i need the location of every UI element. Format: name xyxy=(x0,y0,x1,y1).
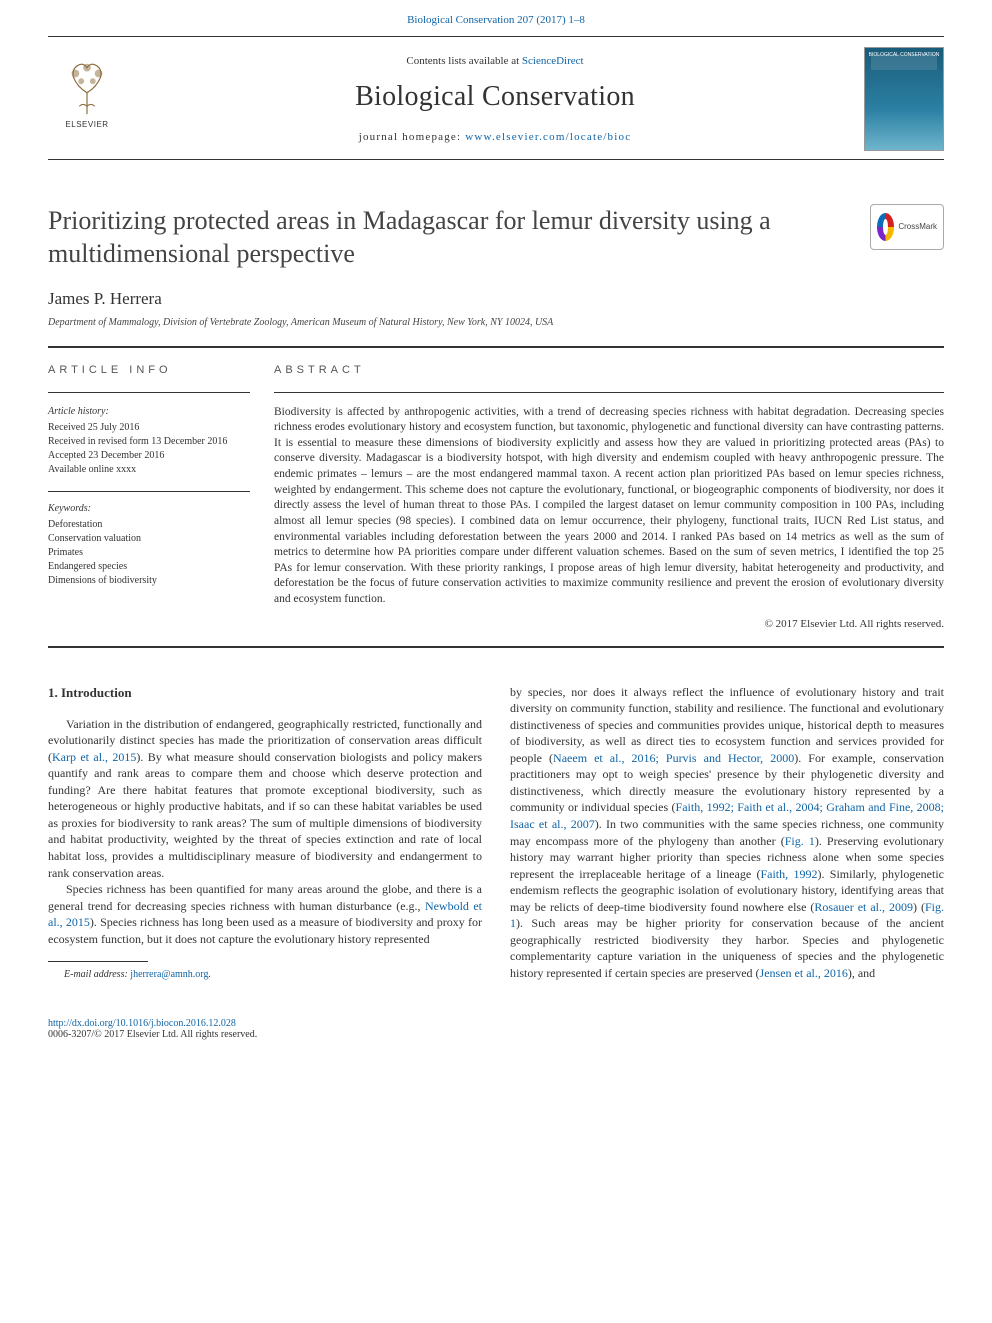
footnote-rule xyxy=(48,961,148,962)
intro-para-3: by species, nor does it always reflect t… xyxy=(510,684,944,982)
history-accepted: Accepted 23 December 2016 xyxy=(48,449,250,463)
abstract-label: abstract xyxy=(274,364,944,376)
history-revised: Received in revised form 13 December 201… xyxy=(48,435,250,449)
history-heading: Article history: xyxy=(48,405,250,419)
header-citation: Biological Conservation 207 (2017) 1–8 xyxy=(0,0,992,36)
intro-para-2: Species richness has been quantified for… xyxy=(48,881,482,947)
intro-heading: 1. Introduction xyxy=(48,684,482,702)
history-online: Available online xxxx xyxy=(48,463,250,477)
keyword: Endangered species xyxy=(48,560,250,574)
citation-link[interactable]: Biological Conservation 207 (2017) 1–8 xyxy=(407,14,585,26)
elsevier-tree-icon xyxy=(58,58,116,116)
keyword: Conservation valuation xyxy=(48,532,250,546)
issn-copyright: 0006-3207/© 2017 Elsevier Ltd. All right… xyxy=(48,1029,257,1040)
citation-link[interactable]: Jensen et al., 2016 xyxy=(760,966,848,980)
elsevier-label: ELSEVIER xyxy=(65,120,108,129)
cover-label: BIOLOGICAL CONSERVATION xyxy=(865,52,943,58)
doi-link[interactable]: http://dx.doi.org/10.1016/j.biocon.2016.… xyxy=(48,1018,236,1029)
keywords-heading: Keywords: xyxy=(48,502,250,516)
email-footnote: E-mail address: jherrera@amnh.org. xyxy=(48,968,482,982)
citation-link[interactable]: Rosauer et al., 2009 xyxy=(814,900,913,914)
journal-cover-thumb: BIOLOGICAL CONSERVATION xyxy=(864,47,944,151)
journal-name: Biological Conservation xyxy=(126,81,864,113)
crossmark-icon xyxy=(877,213,894,241)
keyword: Primates xyxy=(48,546,250,560)
journal-header-bar: ELSEVIER Contents lists available at Sci… xyxy=(0,37,992,159)
homepage-line: journal homepage: www.elsevier.com/locat… xyxy=(126,131,864,143)
footer: http://dx.doi.org/10.1016/j.biocon.2016.… xyxy=(0,1002,992,1064)
citation-link[interactable]: Karp et al., 2015 xyxy=(52,750,136,764)
abstract-text: Biodiversity is affected by anthropogeni… xyxy=(274,405,944,608)
author-name: James P. Herrera xyxy=(0,281,992,313)
keyword: Dimensions of biodiversity xyxy=(48,574,250,588)
citation-link[interactable]: Naeem et al., 2016; Purvis and Hector, 2… xyxy=(553,751,794,765)
crossmark-label: CrossMark xyxy=(898,223,937,232)
figure-link[interactable]: Fig. 1 xyxy=(785,834,815,848)
abstract-divider xyxy=(274,392,944,393)
elsevier-logo: ELSEVIER xyxy=(48,58,126,140)
crossmark-badge[interactable]: CrossMark xyxy=(870,204,944,250)
keywords-divider xyxy=(48,491,250,492)
sciencedirect-link[interactable]: ScienceDirect xyxy=(522,55,584,67)
article-history: Article history: Received 25 July 2016 R… xyxy=(48,405,250,477)
keyword: Deforestation xyxy=(48,518,250,532)
author-affiliation: Department of Mammalogy, Division of Ver… xyxy=(0,313,992,346)
copyright-line: © 2017 Elsevier Ltd. All rights reserved… xyxy=(274,618,944,630)
keywords-block: Keywords: Deforestation Conservation val… xyxy=(48,502,250,588)
article-info-label: article info xyxy=(48,364,250,376)
intro-para-1: Variation in the distribution of endange… xyxy=(48,716,482,881)
contents-prefix: Contents lists available at xyxy=(406,55,521,67)
email-link[interactable]: jherrera@amnh.org xyxy=(130,969,208,980)
history-received: Received 25 July 2016 xyxy=(48,421,250,435)
citation-link[interactable]: Faith, 1992 xyxy=(760,867,817,881)
article-title: Prioritizing protected areas in Madagasc… xyxy=(48,204,850,271)
footnote-label: E-mail address: xyxy=(64,969,128,980)
homepage-link[interactable]: www.elsevier.com/locate/bioc xyxy=(465,131,631,143)
homepage-prefix: journal homepage: xyxy=(359,131,466,143)
contents-line: Contents lists available at ScienceDirec… xyxy=(126,55,864,67)
body-text: 1. Introduction Variation in the distrib… xyxy=(0,648,992,1002)
info-divider xyxy=(48,392,250,393)
